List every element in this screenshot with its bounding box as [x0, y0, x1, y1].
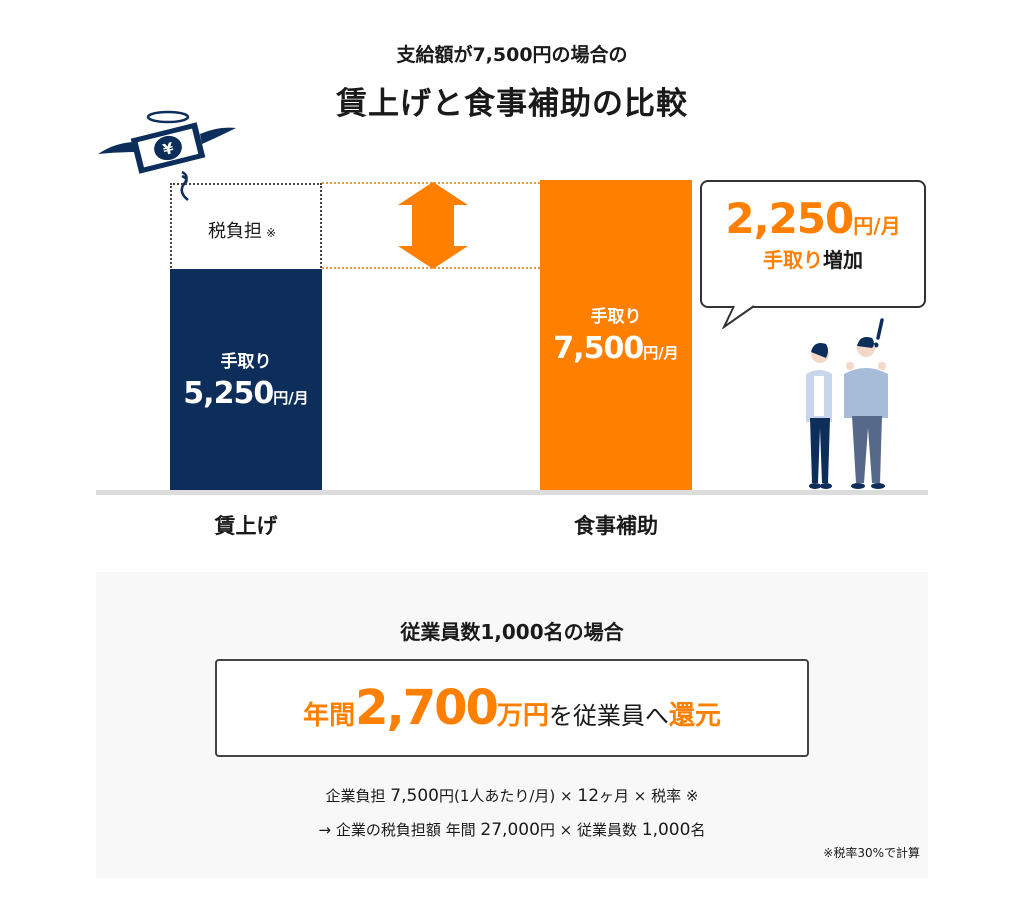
svg-text:¥: ¥ [161, 139, 176, 159]
bar-label: 手取り [220, 352, 272, 372]
bar-value: 5,250円/月 [183, 376, 309, 411]
increase-amount: 2,250円/月 [725, 194, 901, 243]
summary-panel: 従業員数1,000名の場合 年間2,700万円を従業員へ還元 企業負担 7,50… [96, 572, 928, 878]
increase-caption: 手取り増加 [763, 248, 863, 273]
annual-return-box: 年間2,700万円を従業員へ還元 [215, 659, 809, 757]
tax-burden-label: 税負担 ※ [208, 221, 277, 242]
panel-title: 従業員数1,000名の場合 [400, 620, 624, 644]
difference-guide [322, 182, 540, 269]
calculation-line-2: → 企業の税負担額 年間 27,000円 × 従業員数 1,000名 [318, 820, 706, 840]
bar-wage-increase: 手取り 5,250円/月 [170, 269, 322, 491]
bar-meal-subsidy: 手取り 7,500円/月 [540, 180, 692, 491]
calculation-line-1: 企業負担 7,500円(1人あたり/月) × 12ヶ月 × 税率 ※ [325, 786, 699, 806]
increase-callout: 2,250円/月 手取り増加 [700, 180, 926, 308]
category-label-wage: 賃上げ [214, 514, 278, 538]
double-arrow-icon [398, 182, 468, 269]
bar-value: 7,500円/月 [553, 331, 679, 366]
chart-title: 賃上げと食事補助の比較 [336, 86, 688, 122]
tax-burden-box [170, 183, 322, 268]
category-label-meal: 食事補助 [574, 514, 658, 538]
chart-subtitle: 支給額が7,500円の場合の [396, 44, 628, 66]
bar-label: 手取り [590, 307, 642, 327]
flying-yen-bill-icon: ¥ [98, 110, 236, 186]
surprised-people-icon [806, 318, 888, 489]
tax-rate-note: ※税率30%で計算 [823, 846, 920, 860]
chart-baseline [96, 490, 928, 495]
callout-tail [722, 305, 755, 329]
